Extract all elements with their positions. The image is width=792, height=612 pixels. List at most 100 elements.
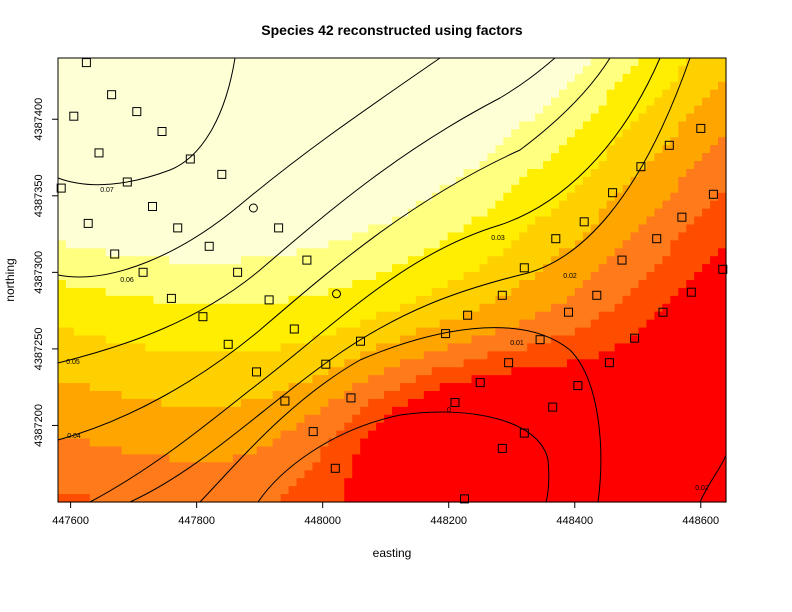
heatmap-cell [423,176,433,186]
heatmap-cell [439,73,449,83]
heatmap-cell [129,272,139,281]
heatmap-cell [511,121,520,130]
heatmap-cell [662,153,671,162]
heatmap-cell [336,192,345,202]
heatmap-cell [312,248,322,257]
heatmap-cell [344,454,353,463]
heatmap-cell [574,375,584,384]
heatmap-cell [65,438,75,448]
heatmap-cell [551,192,560,202]
heatmap-cell [121,470,131,479]
heatmap-cell [622,319,632,329]
heatmap-cell [582,137,592,146]
heatmap-cell [590,65,600,75]
heatmap-cell [487,137,496,146]
heatmap-cell [551,430,560,440]
heatmap-cell [256,486,266,495]
heatmap-cell [574,422,584,432]
heatmap-cell [606,89,616,99]
heatmap-cell [185,327,194,337]
heatmap-cell [240,208,250,218]
heatmap-cell [622,184,632,194]
heatmap-cell [137,430,147,440]
heatmap-cell [209,343,218,352]
heatmap-cell [272,105,282,115]
heatmap-cell [113,73,123,83]
heatmap-cell [352,145,361,154]
heatmap-cell [503,430,512,440]
heatmap-cell [352,398,361,408]
heatmap-cell [551,121,560,130]
heatmap-cell [495,391,504,400]
heatmap-cell [718,343,727,352]
heatmap-cell [614,438,624,448]
heatmap-cell [702,295,711,305]
heatmap-cell [606,105,616,115]
heatmap-cell [447,335,457,345]
sample-square [519,428,529,438]
heatmap-cell [169,129,178,138]
heatmap-cell [193,351,202,360]
heatmap-cell [201,406,210,416]
heatmap-cell [702,73,711,83]
heatmap-cell [646,391,656,400]
heatmap-cell [272,470,282,479]
heatmap-cell [137,422,147,432]
heatmap-cell [240,375,250,384]
heatmap-cell [113,97,123,107]
heatmap-cell [217,153,226,162]
heatmap-cell [614,375,624,384]
sample-square [592,290,602,300]
heatmap-cell [272,462,282,471]
heatmap-cell [495,462,504,471]
heatmap-cell [232,184,242,194]
heatmap-cell [344,470,353,479]
heatmap-cell [137,359,147,368]
heatmap-cell [97,462,107,471]
heatmap-cell [296,240,306,249]
heatmap-cell [710,105,719,115]
heatmap-cell [153,89,162,99]
heatmap-cell [710,113,719,123]
heatmap-cell [360,311,369,321]
heatmap-cell [169,97,178,107]
heatmap-cell [89,248,99,257]
heatmap-cell [185,176,194,186]
heatmap-cell [240,414,250,424]
heatmap-cell [566,216,576,226]
heatmap-cell [105,137,115,146]
heatmap-cell [368,240,377,249]
heatmap-cell [630,311,640,321]
heatmap-cell [686,398,695,408]
heatmap-cell [606,470,616,479]
heatmap-cell [105,264,115,273]
heatmap-cell [105,422,115,432]
heatmap-cell [248,58,258,67]
heatmap-cell [392,470,401,479]
heatmap-cell [487,478,496,487]
heatmap-cell [153,391,162,400]
heatmap-cell [670,272,679,281]
sample-square [617,255,627,265]
heatmap-cell [376,200,385,210]
heatmap-cell [264,105,274,115]
heatmap-cell [217,359,226,368]
heatmap-cell [646,494,656,503]
heatmap-cell [455,97,465,107]
heatmap-cell [376,478,385,487]
heatmap-cell [495,145,504,154]
heatmap-cell [209,406,218,416]
sample-square [658,307,668,317]
heatmap-cell [447,414,457,424]
heatmap-cell [320,65,329,75]
heatmap-cell [65,81,75,91]
heatmap-cell [121,89,131,99]
heatmap-cell [280,161,290,170]
heatmap-cell [248,137,258,146]
heatmap-cell [543,367,552,376]
heatmap-cell [638,176,648,186]
heatmap-cell [598,121,608,130]
heatmap-cell [415,311,425,321]
heatmap-cell [153,430,162,440]
y-tick-label: 4387300 [33,251,45,294]
